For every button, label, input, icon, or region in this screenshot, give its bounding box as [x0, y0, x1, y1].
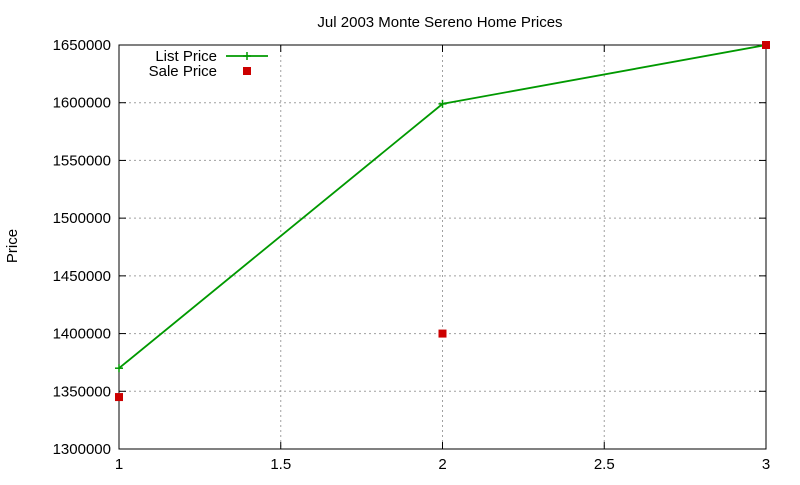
sale-price-point [762, 41, 770, 49]
legend-entry-list-price: List Price [155, 48, 268, 65]
series-layer [115, 41, 770, 402]
x-tick-label: 3 [762, 456, 770, 473]
legend-label: List Price [155, 48, 217, 65]
y-tick-label: 1600000 [53, 95, 111, 112]
legend-square-marker [243, 67, 251, 75]
plot-frame [118, 44, 767, 450]
x-tick-label: 2 [438, 456, 446, 473]
x-tick-label: 1 [115, 456, 123, 473]
y-tick-label: 1400000 [53, 326, 111, 343]
y-tick-label: 1550000 [53, 152, 111, 169]
legend-plus-marker [243, 52, 251, 60]
x-tick-label: 2.5 [594, 456, 615, 473]
tick-layer: 1300000 1350000 1400000 1450000 1500000 15500… [53, 37, 771, 473]
list-price-point [115, 364, 123, 373]
y-axis-label: Price [4, 229, 21, 263]
y-tick-label: 1300000 [53, 441, 111, 458]
sale-price-point [438, 329, 447, 338]
series-sale-price [115, 41, 770, 402]
legend-label: Sale Price [149, 63, 217, 80]
y-tick-label: 1650000 [53, 37, 111, 54]
list-price-point [438, 99, 447, 108]
grid-layer [119, 45, 766, 449]
x-tick-label: 1.5 [270, 456, 291, 473]
legend-entry-sale-price: Sale Price [149, 63, 251, 80]
sale-price-point [115, 393, 123, 402]
y-tick-label: 1350000 [53, 383, 111, 400]
chart-title: Jul 2003 Monte Sereno Home Prices [317, 14, 562, 31]
y-tick-label: 1500000 [53, 210, 111, 227]
y-tick-label: 1450000 [53, 268, 111, 285]
